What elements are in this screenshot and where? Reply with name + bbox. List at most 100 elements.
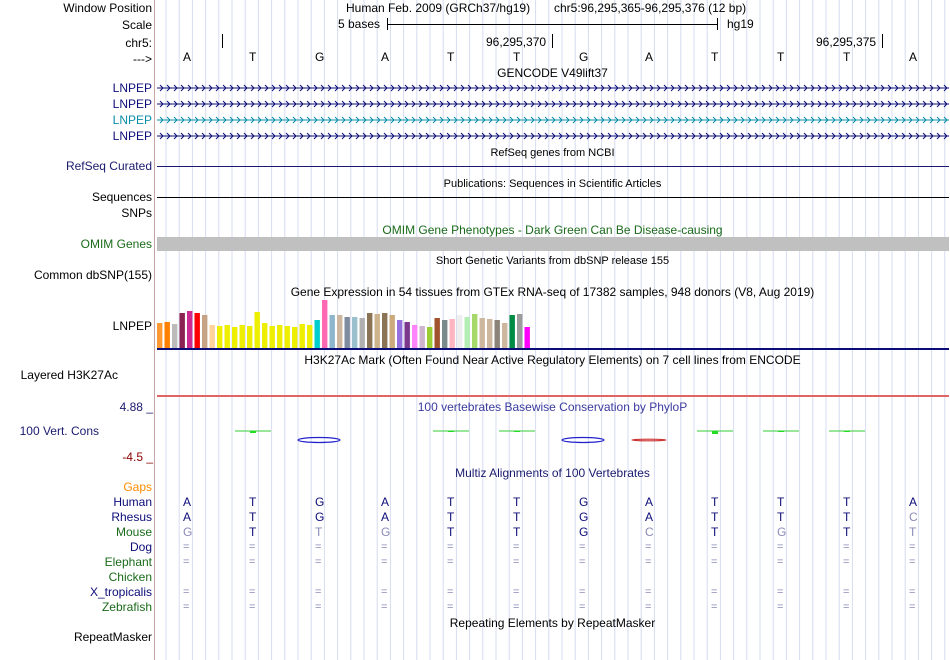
gtex-tissue-bar[interactable] bbox=[277, 325, 283, 348]
gtex-tissue-bar[interactable] bbox=[322, 300, 328, 348]
gtex-tissue-bar[interactable] bbox=[254, 312, 260, 348]
gtex-tissue-bar[interactable] bbox=[449, 319, 455, 348]
gtex-tissue-bar[interactable] bbox=[224, 325, 230, 348]
phylop-label[interactable]: 100 Vert. Cons bbox=[19, 424, 99, 438]
gtex-tissue-bar[interactable] bbox=[367, 313, 373, 348]
gtex-tissue-bar[interactable] bbox=[427, 327, 433, 348]
gtex-tissue-bar[interactable] bbox=[217, 326, 223, 348]
gtex-tissue-bar[interactable] bbox=[179, 313, 185, 348]
gtex-tissue-bar[interactable] bbox=[494, 320, 500, 348]
gtex-tissue-bar[interactable] bbox=[524, 327, 530, 348]
gtex-tissue-bar[interactable] bbox=[314, 320, 320, 348]
strand-arrow bbox=[369, 132, 374, 140]
multiz-species-label[interactable]: Mouse bbox=[115, 525, 152, 539]
gtex-tissue-bar[interactable] bbox=[232, 327, 238, 348]
h3k27ac-line[interactable] bbox=[157, 395, 949, 397]
repeatmasker-label[interactable]: RepeatMasker bbox=[73, 630, 152, 644]
strand-arrow bbox=[530, 116, 535, 124]
strand-arrow bbox=[607, 84, 612, 92]
gtex-tissue-bar[interactable] bbox=[157, 323, 163, 348]
strand-arrow bbox=[852, 132, 857, 140]
gencode-track-label[interactable]: LNPEP bbox=[112, 129, 152, 143]
refseq-label[interactable]: RefSeq Curated bbox=[65, 159, 152, 173]
gtex-tissue-bar[interactable] bbox=[359, 318, 365, 348]
strand-arrow bbox=[873, 116, 878, 124]
gtex-tissue-bar[interactable] bbox=[337, 315, 343, 348]
dbsnp-label[interactable]: Common dbSNP(155) bbox=[33, 268, 152, 282]
multiz-species-label[interactable]: Rhesus bbox=[111, 510, 152, 524]
gtex-tissue-bar[interactable] bbox=[164, 322, 170, 348]
strand-arrow bbox=[523, 84, 528, 92]
multiz-base: = bbox=[711, 541, 718, 553]
gtex-tissue-bar[interactable] bbox=[442, 320, 448, 348]
gtex-tissue-bar[interactable] bbox=[397, 320, 403, 348]
gtex-tissue-bar[interactable] bbox=[239, 325, 245, 348]
multiz-species-label[interactable]: X_tropicalis bbox=[89, 585, 152, 599]
multiz-species-label[interactable]: Zebrafish bbox=[101, 600, 152, 614]
strand-arrow bbox=[936, 116, 941, 124]
strand-arrow bbox=[348, 132, 353, 140]
strand-arrow bbox=[236, 132, 241, 140]
gtex-tissue-bar[interactable] bbox=[247, 326, 253, 348]
gtex-label[interactable]: LNPEP bbox=[112, 319, 152, 333]
gencode-title[interactable]: GENCODE V49lift37 bbox=[497, 66, 608, 80]
gtex-tissue-bar[interactable] bbox=[464, 317, 470, 348]
multiz-species-label[interactable]: Elephant bbox=[104, 555, 152, 569]
pubs-label[interactable]: Sequences bbox=[91, 190, 152, 204]
gtex-tissue-bar[interactable] bbox=[172, 324, 178, 348]
snps-label[interactable]: SNPs bbox=[121, 206, 152, 220]
gtex-tissue-bar[interactable] bbox=[299, 324, 305, 348]
h3k27ac-label[interactable]: Layered H3K27Ac bbox=[20, 368, 118, 382]
gtex-tissue-bar[interactable] bbox=[329, 315, 335, 348]
gencode-transcript[interactable] bbox=[157, 99, 949, 109]
gtex-tissue-bar[interactable] bbox=[404, 322, 410, 348]
gtex-tissue-bar[interactable] bbox=[284, 326, 290, 348]
gtex-tissue-bar[interactable] bbox=[352, 317, 358, 348]
gtex-tissue-bar[interactable] bbox=[307, 325, 313, 348]
gtex-tissue-bar[interactable] bbox=[374, 314, 380, 348]
pubs-line[interactable] bbox=[157, 197, 949, 198]
gtex-tissue-bar[interactable] bbox=[382, 313, 388, 348]
gtex-tissue-bar[interactable] bbox=[434, 318, 440, 348]
gencode-track-label[interactable]: LNPEP bbox=[112, 113, 152, 127]
gencode-track-label[interactable]: LNPEP bbox=[112, 97, 152, 111]
gtex-tissue-bar[interactable] bbox=[344, 317, 350, 348]
gencode-transcript[interactable] bbox=[157, 131, 949, 141]
position-text[interactable]: chr5:96,295,365-96,295,376 (12 bp) bbox=[554, 1, 747, 15]
multiz-species-label[interactable]: Human bbox=[113, 495, 152, 509]
gtex-tissue-bar[interactable] bbox=[187, 311, 193, 348]
refseq-line[interactable] bbox=[157, 166, 949, 167]
gtex-tissue-bar[interactable] bbox=[262, 323, 268, 348]
gtex-tissue-bar[interactable] bbox=[419, 326, 425, 348]
gtex-tissue-bar[interactable] bbox=[509, 315, 515, 348]
multiz-species-label[interactable]: Chicken bbox=[108, 570, 152, 584]
strand-arrow bbox=[691, 132, 696, 140]
phylop-chart[interactable] bbox=[155, 414, 950, 454]
gencode-transcript[interactable] bbox=[157, 115, 949, 125]
strand-arrow bbox=[817, 100, 822, 108]
omim-label[interactable]: OMIM Genes bbox=[80, 237, 152, 251]
strand-arrow bbox=[586, 84, 591, 92]
gaps-label[interactable]: Gaps bbox=[123, 480, 152, 494]
gtex-tissue-bar[interactable] bbox=[202, 315, 208, 348]
gtex-tissue-bar[interactable] bbox=[487, 319, 493, 348]
gtex-tissue-bar[interactable] bbox=[472, 314, 478, 348]
strand-arrow bbox=[201, 116, 206, 124]
multiz-species-label[interactable]: Dog bbox=[129, 540, 152, 554]
strand-arrow bbox=[320, 84, 325, 92]
gtex-tissue-bar[interactable] bbox=[412, 325, 418, 348]
omim-bar[interactable] bbox=[157, 237, 949, 251]
gtex-tissue-bar[interactable] bbox=[389, 315, 395, 348]
gtex-tissue-bar[interactable] bbox=[194, 313, 200, 348]
strand-arrow bbox=[306, 84, 311, 92]
gtex-tissue-bar[interactable] bbox=[292, 327, 298, 348]
gtex-tissue-bar[interactable] bbox=[502, 323, 508, 348]
gencode-transcript[interactable] bbox=[157, 83, 949, 93]
gtex-tissue-bar[interactable] bbox=[269, 326, 275, 348]
gtex-tissue-bar[interactable] bbox=[209, 325, 215, 348]
gtex-chart[interactable] bbox=[155, 298, 555, 348]
gencode-track-label[interactable]: LNPEP bbox=[112, 81, 152, 95]
gtex-tissue-bar[interactable] bbox=[479, 318, 485, 348]
gtex-tissue-bar[interactable] bbox=[517, 314, 523, 348]
gtex-tissue-bar[interactable] bbox=[457, 315, 463, 348]
